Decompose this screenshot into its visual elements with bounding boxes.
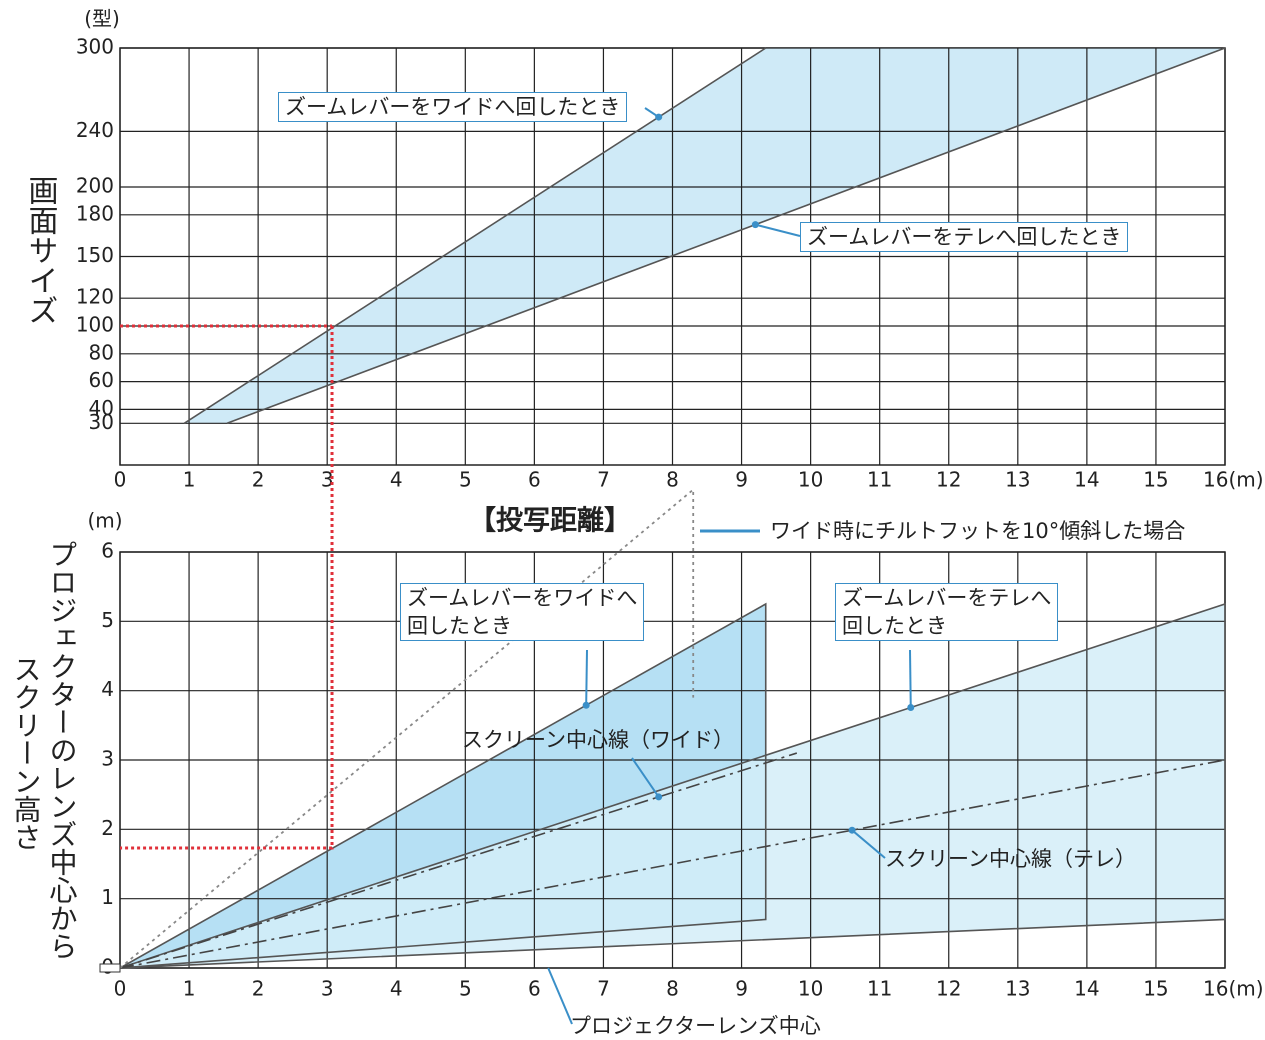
series-line <box>119 602 767 969</box>
x-tick-label: 16(m) <box>1203 468 1264 492</box>
y-tick-label: 80 <box>89 340 114 364</box>
x-tick-label: 3 <box>321 468 334 492</box>
leader-dot <box>582 701 590 709</box>
y-tick-label: 200 <box>76 174 114 198</box>
x-tick-label: 1 <box>183 977 196 1001</box>
x-tick-label: 16(m) <box>1203 977 1264 1001</box>
x-tick-label: 8 <box>666 977 679 1001</box>
y-tick-label: 4 <box>101 677 114 701</box>
callout: ワイド時にチルトフットを10°傾斜した場合 <box>770 519 1186 543</box>
x-axis-label: 【投写距離】 <box>469 506 631 537</box>
leader-dot <box>655 113 663 121</box>
y-unit: (m) <box>87 509 122 533</box>
y-tick-label: 180 <box>76 201 114 225</box>
x-tick-label: 15 <box>1143 977 1168 1001</box>
series-line <box>119 752 798 969</box>
x-tick-label: 11 <box>867 468 892 492</box>
x-tick-label: 2 <box>252 468 265 492</box>
x-tick-label: 6 <box>528 977 541 1001</box>
series-line <box>119 759 1226 969</box>
x-tick-label: 3 <box>321 977 334 1001</box>
y-tick-label: 6 <box>101 539 114 563</box>
callout: ズームレバーをワイドへ回したとき <box>278 92 628 122</box>
x-tick-label: 14 <box>1074 977 1099 1001</box>
x-tick-label: 5 <box>459 468 472 492</box>
lens-marker <box>99 963 121 973</box>
series-line <box>183 47 767 424</box>
x-tick-label: 15 <box>1143 468 1168 492</box>
x-tick-label: 1 <box>183 468 196 492</box>
y-tick-label: 2 <box>101 816 114 840</box>
guide-line <box>120 326 334 850</box>
y-axis-label: スクリーン高さ <box>10 655 43 851</box>
y-tick-label: 240 <box>76 118 114 142</box>
leader-line <box>631 757 660 798</box>
callout: スクリーン中心線（テレ） <box>885 847 1136 871</box>
y-tick-label: 1 <box>101 885 114 909</box>
x-tick-label: 7 <box>597 468 610 492</box>
y-tick-label: 30 <box>89 410 114 434</box>
y-tick-label: 3 <box>101 747 114 771</box>
series-line <box>226 47 1226 425</box>
x-tick-label: 5 <box>459 977 472 1001</box>
x-tick-label: 6 <box>528 468 541 492</box>
x-tick-label: 12 <box>936 977 961 1001</box>
y-axis-label: プロジェクターのレンズ中心から <box>46 540 79 960</box>
annotation: プロジェクターレンズ中心 <box>570 1014 821 1038</box>
leader-dot <box>751 221 759 229</box>
y-unit: (型) <box>84 7 120 31</box>
y-tick-label: 5 <box>101 608 114 632</box>
x-tick-label: 9 <box>735 977 748 1001</box>
x-tick-label: 0 <box>114 977 127 1001</box>
y-axis-label: 画面サイズ <box>23 175 58 325</box>
x-tick-label: 7 <box>597 977 610 1001</box>
leader-line <box>585 649 588 706</box>
leader-line <box>547 967 573 1025</box>
x-tick-label: 9 <box>735 468 748 492</box>
leader-dot <box>907 704 915 712</box>
y-tick-label: 100 <box>76 313 114 337</box>
y-tick-label: 40 <box>89 396 114 420</box>
x-tick-label: 13 <box>1005 468 1030 492</box>
range-fill <box>184 48 1225 424</box>
x-tick-label: 10 <box>798 468 823 492</box>
y-tick-label: 150 <box>76 243 114 267</box>
leader-dot <box>655 793 663 801</box>
callout: スクリーン中心線（ワイド） <box>462 728 734 752</box>
leader-line <box>755 223 801 237</box>
x-tick-label: 10 <box>798 977 823 1001</box>
callout: ズームレバーをワイドへ 回したとき <box>400 583 645 641</box>
series-line <box>119 602 1226 969</box>
leader-line <box>909 649 912 708</box>
plot <box>119 551 1226 969</box>
x-tick-label: 4 <box>390 468 403 492</box>
x-tick-label: 2 <box>252 977 265 1001</box>
x-tick-label: 12 <box>936 468 961 492</box>
x-tick-label: 11 <box>867 977 892 1001</box>
y-tick-label: 300 <box>76 35 114 59</box>
x-tick-label: 4 <box>390 977 403 1001</box>
y-tick-label: 120 <box>76 285 114 309</box>
x-tick-label: 0 <box>114 468 127 492</box>
callout: ズームレバーをテレへ 回したとき <box>835 583 1059 641</box>
leader-line <box>851 829 886 859</box>
callout: ズームレバーをテレへ回したとき <box>800 222 1129 252</box>
x-tick-label: 14 <box>1074 468 1099 492</box>
leader-dot <box>848 826 856 834</box>
y-tick-label: 60 <box>89 368 114 392</box>
x-tick-label: 13 <box>1005 977 1030 1001</box>
x-tick-label: 8 <box>666 468 679 492</box>
